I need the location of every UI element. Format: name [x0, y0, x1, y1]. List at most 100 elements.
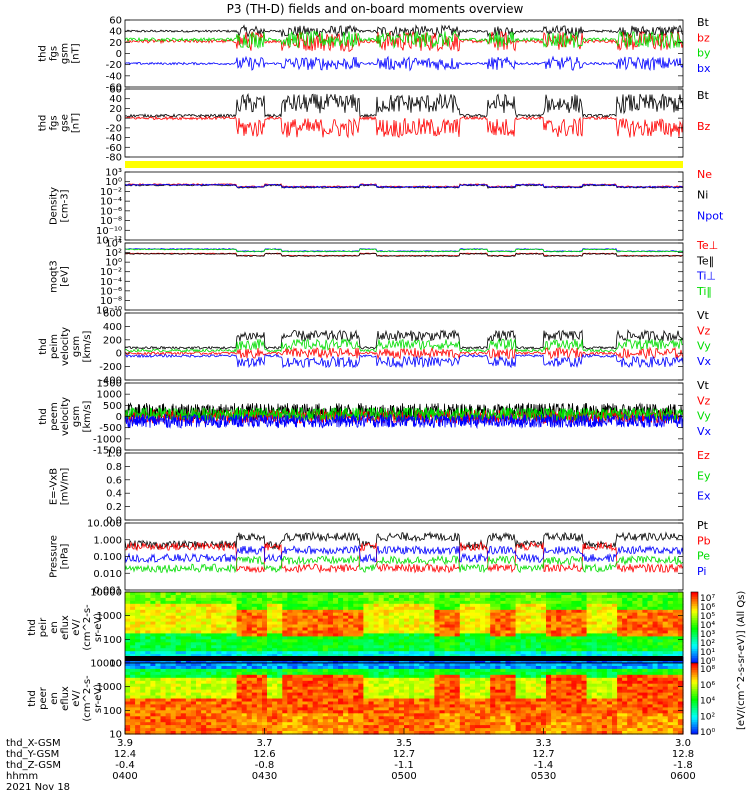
- series-line-Vt: [124, 328, 684, 350]
- colorbar-tick-label: 10²: [700, 639, 715, 649]
- panel-frame-pressure: [124, 522, 684, 591]
- y-tick-label: 10⁻²: [100, 267, 122, 278]
- series-line-Ti‖: [124, 248, 683, 253]
- y-tick-label: 60: [109, 16, 122, 27]
- legend-density-Ni: Ni: [697, 189, 708, 202]
- legend-density-Npot: Npot: [697, 209, 724, 222]
- legend-ve-Vx: Vx: [697, 425, 712, 438]
- panel-frame-density: [124, 171, 684, 241]
- y-axis-label: peir: [38, 617, 49, 637]
- y-axis-label: gsm: [71, 336, 82, 357]
- footer-tick-value: -1.8: [673, 760, 693, 771]
- footer-tick-value: -1.1: [394, 760, 414, 771]
- y-tick-label: 1000: [97, 390, 122, 401]
- legend-pressure-Pe: Pe: [697, 550, 710, 563]
- y-tick-label: 500: [103, 401, 122, 412]
- y-tick-label: 0: [116, 412, 122, 423]
- y-tick-label: 10⁻¹⁰: [96, 306, 122, 317]
- legend-ve-Vt: Vt: [697, 379, 710, 392]
- footer-tick-value: 12.7: [532, 749, 555, 760]
- y-axis-label: gsm: [60, 43, 71, 64]
- y-tick-label: 0.2: [106, 502, 122, 513]
- y-tick-label: 10⁻²: [100, 187, 122, 198]
- y-tick-label: 20: [109, 38, 122, 49]
- colorbar-tick-label: 10⁰: [700, 728, 715, 738]
- legend-temp-Ti‖: Ti‖: [696, 285, 712, 298]
- colorbar-tick-label: 10⁶: [700, 603, 715, 613]
- y-tick-label: -200: [99, 362, 122, 373]
- y-tick-label: 10²: [105, 248, 122, 259]
- y-tick-label: 10⁻⁶: [100, 286, 122, 297]
- y-tick-label: 10⁻⁸: [100, 296, 122, 307]
- y-tick-label: 0.100: [93, 552, 122, 563]
- colorbar-tick-label: 10¹: [700, 648, 715, 658]
- y-tick-label: 60: [109, 85, 122, 96]
- y-tick-label: 10.000: [87, 519, 122, 530]
- y-tick-label: 40: [109, 94, 122, 105]
- y-tick-label: 0.6: [106, 475, 122, 486]
- footer-tick-value: 12.6: [253, 749, 276, 760]
- y-axis-label: thd: [38, 408, 49, 425]
- plot-title: P3 (TH-D) fields and on-board moments ov…: [226, 2, 524, 16]
- y-axis-label: gse: [60, 114, 71, 132]
- y-tick-label: 10⁴: [105, 239, 122, 250]
- footer-tick-value: 0430: [251, 771, 278, 782]
- y-tick-label: 20: [109, 104, 122, 115]
- legend-vi-Vx: Vx: [697, 355, 712, 368]
- y-tick-label: 10⁻¹²: [96, 236, 122, 247]
- y-tick-label: 10⁻⁴: [100, 197, 122, 208]
- panel-frame-vi: [124, 312, 684, 381]
- series-line-Vx: [124, 353, 684, 369]
- y-tick-label: 600: [103, 309, 122, 320]
- y-tick-label: -500: [99, 423, 122, 434]
- colorbar-tick-label: 10⁰: [700, 657, 715, 667]
- footer-tick-value: 3.3: [535, 738, 552, 749]
- y-tick-label: 0.8: [106, 462, 122, 473]
- series-line-Pe: [124, 554, 684, 574]
- y-axis-label: Density: [49, 187, 60, 225]
- y-tick-label: -60: [106, 143, 122, 154]
- y-axis-label: velocity: [60, 327, 71, 366]
- y-tick-label: 10: [109, 730, 122, 741]
- footer-tick-value: 12.8: [671, 749, 695, 760]
- footer-tick-value: 3.0: [675, 738, 691, 749]
- y-axis-label: [eV]: [60, 266, 71, 287]
- y-tick-label: 0.4: [106, 489, 122, 500]
- legend-efield-Ey: Ey: [697, 469, 711, 482]
- y-tick-label: -40: [106, 133, 122, 144]
- footer-tick-value: -0.8: [254, 760, 275, 771]
- y-tick-label: 10⁻¹⁰: [96, 226, 122, 237]
- y-tick-label: 1.0: [106, 449, 122, 460]
- footer-tick-value: 0530: [530, 771, 557, 782]
- legend-efield-Ez: Ez: [697, 449, 710, 462]
- colorbar-label: [eV/(cm^2-s-sr-eV)] (All Qs): [736, 591, 747, 730]
- colorbar-tick-label: 10³: [700, 630, 715, 640]
- legend-efield-Ex: Ex: [697, 490, 711, 503]
- y-axis-label: (cm^2-s-: [82, 675, 93, 722]
- footer-tick-value: 0400: [112, 771, 138, 782]
- legend-temp-Te⊥: Te⊥: [696, 239, 718, 252]
- heatmap-peir: [125, 592, 684, 664]
- y-axis-label: eflux: [60, 615, 71, 640]
- series-line-Vy: [124, 337, 684, 354]
- y-axis-label: fgs: [49, 115, 60, 130]
- y-tick-label: 0.0: [106, 516, 122, 527]
- y-axis-label: E=-VxB: [49, 468, 60, 505]
- legend-pressure-Pb: Pb: [697, 534, 711, 547]
- legend-temp-Ti⊥: Ti⊥: [696, 270, 716, 283]
- y-axis-label: en: [49, 692, 60, 705]
- y-axis-label: (cm^2-s-: [82, 604, 93, 651]
- y-axis-label: peem: [49, 402, 60, 430]
- y-tick-label: 10: [109, 659, 122, 670]
- legend-pressure-Pt: Pt: [697, 519, 709, 532]
- footer-tick-value: 3.5: [396, 738, 412, 749]
- date-label: 2021 Nov 18: [6, 782, 71, 793]
- y-tick-label: -1000: [93, 434, 122, 445]
- y-axis-label: thd: [38, 338, 49, 355]
- y-axis-label: en: [49, 621, 60, 634]
- legend-fgs2-Bt: Bt: [697, 89, 710, 102]
- y-tick-label: -1500: [93, 446, 122, 457]
- legend-vi-Vt: Vt: [697, 309, 710, 322]
- y-axis-label: peim: [49, 334, 60, 359]
